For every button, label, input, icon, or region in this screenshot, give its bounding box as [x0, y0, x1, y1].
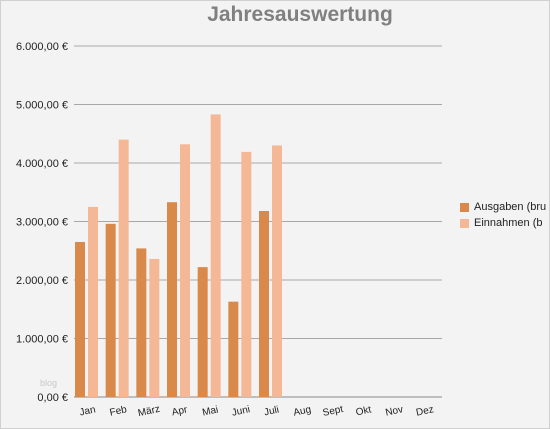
- y-tick-label: 3.000,00 €: [16, 217, 68, 229]
- legend-item: Einnahmen (b: [460, 215, 550, 231]
- legend-label: Ausgaben (bru: [474, 201, 547, 213]
- x-tick-label: Jan: [79, 404, 97, 418]
- bar-einnahmen-jan: [88, 206, 98, 397]
- x-tick-label: Mai: [201, 404, 219, 418]
- bar-ausgaben-feb: [105, 223, 116, 397]
- chart-title: Jahresauswertung: [207, 3, 393, 26]
- y-tick-label: 5.000,00 €: [16, 100, 68, 112]
- bar-einnahmen-mai: [210, 114, 221, 397]
- bar-ausgaben-mai: [197, 267, 208, 397]
- bar-ausgaben-juni: [228, 301, 239, 397]
- x-tick-label: Aug: [292, 404, 312, 418]
- bar-einnahmen-apr: [180, 144, 190, 397]
- bar-ausgaben-jan: [75, 241, 85, 397]
- legend: Ausgaben (bru Einnahmen (b: [460, 199, 550, 231]
- bar-ausgaben-apr: [167, 202, 177, 397]
- x-tick-label: Nov: [384, 404, 404, 418]
- y-tick-label: 0,00 €: [37, 392, 68, 404]
- y-tick-label: 1.000,00 €: [16, 334, 68, 346]
- legend-swatch: [460, 218, 469, 228]
- legend-swatch: [460, 202, 469, 212]
- bar-einnahmen-märz: [149, 258, 160, 397]
- x-tick-label: Feb: [109, 404, 129, 418]
- x-tick-label: Dez: [415, 404, 435, 418]
- bar-ausgaben-juli: [259, 210, 269, 397]
- x-tick-label: März: [137, 404, 161, 419]
- x-tick-label: Apr: [171, 404, 189, 418]
- x-tick-label: Juli: [263, 405, 280, 419]
- x-tick-label: Okt: [355, 404, 373, 418]
- bar-einnahmen-feb: [118, 139, 129, 397]
- legend-label: Einnahmen (b: [474, 217, 543, 229]
- bar-ausgaben-märz: [136, 248, 147, 397]
- x-tick-label: Sept: [322, 404, 345, 419]
- legend-item: Ausgaben (bru: [460, 199, 550, 215]
- bar-einnahmen-juli: [272, 145, 282, 397]
- x-tick-label: Juni: [231, 404, 251, 419]
- bar-einnahmen-juni: [241, 151, 252, 397]
- y-tick-label: 6.000,00 €: [16, 41, 68, 53]
- y-tick-label: 2.000,00 €: [16, 275, 68, 287]
- y-tick-label: 4.000,00 €: [16, 158, 68, 170]
- watermark-text: blog: [40, 378, 57, 388]
